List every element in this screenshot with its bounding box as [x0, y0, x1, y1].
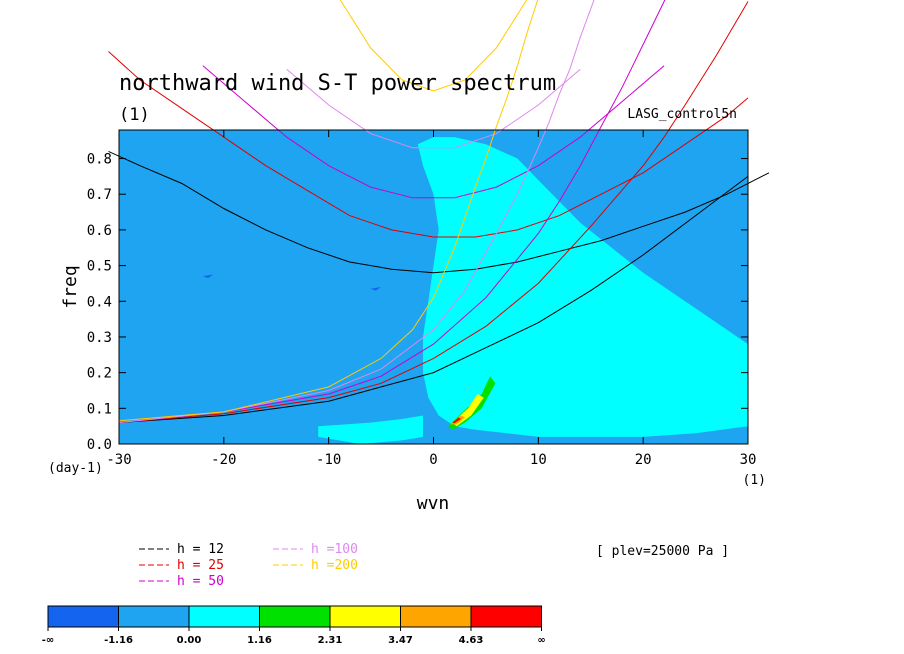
x-tick-label: 20	[635, 452, 652, 468]
x-tick-label: -20	[211, 452, 236, 468]
chart-subtitle: (1)	[119, 105, 150, 125]
colorbar-swatch	[470, 605, 542, 628]
dispersion-curves	[108, 0, 770, 424]
y-tick-label: 0.2	[87, 366, 112, 382]
colorbar-swatch	[188, 605, 260, 628]
colorbar-swatch	[259, 605, 331, 628]
y-unit-label: (day-1)	[48, 461, 103, 476]
y-axis-ticks: 0.0 0.1 0.2 0.3 0.4 0.5 0.6 0.7 0.8	[87, 152, 748, 453]
curve-er-h25	[108, 51, 749, 238]
colorbar-swatch	[329, 605, 401, 628]
source-label: LASG_control5n	[627, 107, 737, 122]
contour-region-6	[202, 274, 214, 279]
x-axis-label: wvn	[417, 493, 450, 514]
colorbar-label: -∞	[42, 635, 54, 646]
x-tick-label: -30	[106, 452, 131, 468]
colorbar-label: 1.16	[247, 635, 272, 646]
contour-region-7	[370, 287, 382, 291]
contour-regions	[202, 137, 748, 444]
curve-mrg-h100	[118, 0, 595, 424]
curve-er-h100	[286, 68, 581, 149]
colorbar-swatch	[400, 605, 472, 628]
x-axis-ticks: -30 -20 -10 0 10 20 30	[106, 130, 756, 468]
y-tick-label: 0.3	[87, 330, 112, 346]
colorbar-label: 2.31	[318, 635, 343, 646]
legend-label: h = 50	[177, 574, 224, 589]
colorbar-label: -1.16	[104, 635, 133, 646]
colorbar-label: ∞	[537, 635, 545, 646]
y-tick-label: 0.4	[87, 294, 112, 310]
contour-region-1	[318, 415, 423, 444]
x-unit-label: (1)	[743, 473, 766, 488]
curve-er-h12	[108, 150, 770, 274]
chart-title: northward wind S-T power spectrum	[119, 71, 556, 96]
y-tick-label: 0.7	[87, 187, 112, 203]
y-tick-label: 0.1	[87, 401, 112, 417]
colorbar: -∞ -1.16 0.00 1.16 2.31 3.47 4.63 ∞	[42, 605, 546, 646]
y-tick-label: 0.8	[87, 152, 112, 168]
contour-region-5	[452, 417, 461, 424]
colorbar-swatch	[118, 605, 190, 628]
curve-er-h200	[339, 0, 528, 92]
curve-mrg-h25	[118, 1, 749, 424]
level-label: [ plev=25000 Pa ]	[596, 544, 729, 559]
colorbar-swatch	[47, 605, 119, 628]
x-tick-label: 10	[530, 452, 547, 468]
curve-mrg-h12	[118, 175, 749, 424]
x-tick-label: -10	[316, 452, 341, 468]
curve-mrg-h50	[118, 0, 666, 424]
y-axis-label: freq	[60, 265, 81, 308]
colorbar-label: 0.00	[177, 635, 202, 646]
x-tick-label: 0	[429, 452, 437, 468]
legend-label: h =100	[311, 542, 358, 557]
colorbar-label: 4.63	[459, 635, 484, 646]
legend-label: h = 12	[177, 542, 224, 557]
y-tick-label: 0.5	[87, 259, 112, 275]
y-tick-label: 0.6	[87, 223, 112, 239]
x-tick-label: 30	[740, 452, 757, 468]
legend-label: h = 25	[177, 558, 224, 573]
curve-mrg-h200	[118, 0, 539, 422]
curve-er-h50	[202, 65, 665, 199]
legend-label: h =200	[311, 558, 358, 573]
colorbar-label: 3.47	[388, 635, 413, 646]
y-tick-label: 0.0	[87, 437, 112, 453]
contour-region-0	[417, 137, 748, 437]
